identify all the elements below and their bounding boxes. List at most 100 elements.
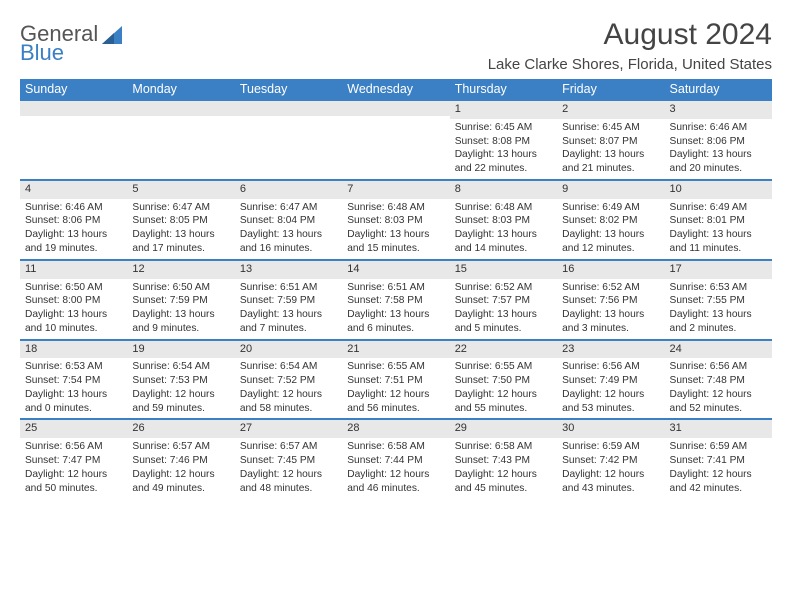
- day-details: Sunrise: 6:47 AMSunset: 8:05 PMDaylight:…: [127, 199, 234, 259]
- calendar-day-cell: 25Sunrise: 6:56 AMSunset: 7:47 PMDayligh…: [20, 418, 127, 498]
- calendar-day-cell: 26Sunrise: 6:57 AMSunset: 7:46 PMDayligh…: [127, 418, 234, 498]
- calendar-day-cell: 11Sunrise: 6:50 AMSunset: 8:00 PMDayligh…: [20, 259, 127, 339]
- day-number: 3: [665, 99, 772, 119]
- calendar-day-cell: 28Sunrise: 6:58 AMSunset: 7:44 PMDayligh…: [342, 418, 449, 498]
- day-details: Sunrise: 6:58 AMSunset: 7:44 PMDaylight:…: [342, 438, 449, 498]
- day-number: 31: [665, 418, 772, 438]
- calendar-day-cell: 29Sunrise: 6:58 AMSunset: 7:43 PMDayligh…: [450, 418, 557, 498]
- calendar-day-cell: 19Sunrise: 6:54 AMSunset: 7:53 PMDayligh…: [127, 339, 234, 419]
- calendar-day-cell: 1Sunrise: 6:45 AMSunset: 8:08 PMDaylight…: [450, 99, 557, 179]
- day-number: 4: [20, 179, 127, 199]
- calendar-day-cell: 16Sunrise: 6:52 AMSunset: 7:56 PMDayligh…: [557, 259, 664, 339]
- day-number: 14: [342, 259, 449, 279]
- calendar-day-cell: 12Sunrise: 6:50 AMSunset: 7:59 PMDayligh…: [127, 259, 234, 339]
- day-details: Sunrise: 6:51 AMSunset: 7:59 PMDaylight:…: [235, 279, 342, 339]
- day-details: Sunrise: 6:54 AMSunset: 7:53 PMDaylight:…: [127, 358, 234, 418]
- day-number: 23: [557, 339, 664, 359]
- day-number: 25: [20, 418, 127, 438]
- day-details: Sunrise: 6:50 AMSunset: 8:00 PMDaylight:…: [20, 279, 127, 339]
- location-subtitle: Lake Clarke Shores, Florida, United Stat…: [488, 56, 772, 73]
- day-details: Sunrise: 6:48 AMSunset: 8:03 PMDaylight:…: [342, 199, 449, 259]
- day-details: Sunrise: 6:49 AMSunset: 8:02 PMDaylight:…: [557, 199, 664, 259]
- day-details: Sunrise: 6:57 AMSunset: 7:45 PMDaylight:…: [235, 438, 342, 498]
- day-details: Sunrise: 6:48 AMSunset: 8:03 PMDaylight:…: [450, 199, 557, 259]
- day-number: 17: [665, 259, 772, 279]
- day-number: 27: [235, 418, 342, 438]
- weekday-header: Friday: [557, 79, 664, 99]
- day-number: 6: [235, 179, 342, 199]
- day-number: 5: [127, 179, 234, 199]
- day-details: Sunrise: 6:50 AMSunset: 7:59 PMDaylight:…: [127, 279, 234, 339]
- weekday-header: Tuesday: [235, 79, 342, 99]
- day-number: 10: [665, 179, 772, 199]
- day-number: 8: [450, 179, 557, 199]
- day-details: Sunrise: 6:45 AMSunset: 8:07 PMDaylight:…: [557, 119, 664, 179]
- logo-line2: Blue: [20, 43, 98, 64]
- day-details: Sunrise: 6:46 AMSunset: 8:06 PMDaylight:…: [20, 199, 127, 259]
- calendar-day-cell: 3Sunrise: 6:46 AMSunset: 8:06 PMDaylight…: [665, 99, 772, 179]
- day-details: Sunrise: 6:59 AMSunset: 7:42 PMDaylight:…: [557, 438, 664, 498]
- day-number: 2: [557, 99, 664, 119]
- day-number: 12: [127, 259, 234, 279]
- day-details: Sunrise: 6:45 AMSunset: 8:08 PMDaylight:…: [450, 119, 557, 179]
- empty-day-header: [127, 99, 234, 116]
- calendar-day-cell: 9Sunrise: 6:49 AMSunset: 8:02 PMDaylight…: [557, 179, 664, 259]
- day-details: Sunrise: 6:54 AMSunset: 7:52 PMDaylight:…: [235, 358, 342, 418]
- calendar-day-cell: 30Sunrise: 6:59 AMSunset: 7:42 PMDayligh…: [557, 418, 664, 498]
- calendar-day-cell: 24Sunrise: 6:56 AMSunset: 7:48 PMDayligh…: [665, 339, 772, 419]
- day-details: Sunrise: 6:56 AMSunset: 7:48 PMDaylight:…: [665, 358, 772, 418]
- calendar-day-cell: 23Sunrise: 6:56 AMSunset: 7:49 PMDayligh…: [557, 339, 664, 419]
- calendar-week-row: 11Sunrise: 6:50 AMSunset: 8:00 PMDayligh…: [20, 259, 772, 339]
- day-details: Sunrise: 6:57 AMSunset: 7:46 PMDaylight:…: [127, 438, 234, 498]
- empty-day-header: [20, 99, 127, 116]
- day-details: Sunrise: 6:55 AMSunset: 7:51 PMDaylight:…: [342, 358, 449, 418]
- weekday-header: Wednesday: [342, 79, 449, 99]
- day-number: 16: [557, 259, 664, 279]
- day-number: 24: [665, 339, 772, 359]
- day-number: 29: [450, 418, 557, 438]
- day-details: Sunrise: 6:53 AMSunset: 7:55 PMDaylight:…: [665, 279, 772, 339]
- day-number: 11: [20, 259, 127, 279]
- calendar-day-cell: 5Sunrise: 6:47 AMSunset: 8:05 PMDaylight…: [127, 179, 234, 259]
- empty-day-header: [342, 99, 449, 116]
- day-details: Sunrise: 6:53 AMSunset: 7:54 PMDaylight:…: [20, 358, 127, 418]
- calendar-day-cell: 7Sunrise: 6:48 AMSunset: 8:03 PMDaylight…: [342, 179, 449, 259]
- calendar-week-row: 1Sunrise: 6:45 AMSunset: 8:08 PMDaylight…: [20, 99, 772, 179]
- day-details: Sunrise: 6:58 AMSunset: 7:43 PMDaylight:…: [450, 438, 557, 498]
- calendar-week-row: 4Sunrise: 6:46 AMSunset: 8:06 PMDaylight…: [20, 179, 772, 259]
- calendar-day-cell: 18Sunrise: 6:53 AMSunset: 7:54 PMDayligh…: [20, 339, 127, 419]
- calendar-day-cell: 17Sunrise: 6:53 AMSunset: 7:55 PMDayligh…: [665, 259, 772, 339]
- day-details: Sunrise: 6:56 AMSunset: 7:47 PMDaylight:…: [20, 438, 127, 498]
- day-number: 18: [20, 339, 127, 359]
- calendar-day-cell: 6Sunrise: 6:47 AMSunset: 8:04 PMDaylight…: [235, 179, 342, 259]
- month-title: August 2024: [488, 18, 772, 52]
- empty-day-header: [235, 99, 342, 116]
- day-number: 7: [342, 179, 449, 199]
- weekday-header: Saturday: [665, 79, 772, 99]
- day-number: 13: [235, 259, 342, 279]
- calendar-day-cell: 2Sunrise: 6:45 AMSunset: 8:07 PMDaylight…: [557, 99, 664, 179]
- day-details: Sunrise: 6:55 AMSunset: 7:50 PMDaylight:…: [450, 358, 557, 418]
- day-details: Sunrise: 6:52 AMSunset: 7:56 PMDaylight:…: [557, 279, 664, 339]
- day-details: Sunrise: 6:56 AMSunset: 7:49 PMDaylight:…: [557, 358, 664, 418]
- day-number: 21: [342, 339, 449, 359]
- day-number: 30: [557, 418, 664, 438]
- day-number: 28: [342, 418, 449, 438]
- calendar-day-cell: 4Sunrise: 6:46 AMSunset: 8:06 PMDaylight…: [20, 179, 127, 259]
- calendar-empty-cell: [235, 99, 342, 179]
- weekday-header: Thursday: [450, 79, 557, 99]
- day-details: Sunrise: 6:46 AMSunset: 8:06 PMDaylight:…: [665, 119, 772, 179]
- day-number: 9: [557, 179, 664, 199]
- day-number: 20: [235, 339, 342, 359]
- calendar-day-cell: 8Sunrise: 6:48 AMSunset: 8:03 PMDaylight…: [450, 179, 557, 259]
- calendar-day-cell: 27Sunrise: 6:57 AMSunset: 7:45 PMDayligh…: [235, 418, 342, 498]
- day-details: Sunrise: 6:59 AMSunset: 7:41 PMDaylight:…: [665, 438, 772, 498]
- calendar-day-cell: 14Sunrise: 6:51 AMSunset: 7:58 PMDayligh…: [342, 259, 449, 339]
- calendar-table: SundayMondayTuesdayWednesdayThursdayFrid…: [20, 79, 772, 498]
- calendar-week-row: 18Sunrise: 6:53 AMSunset: 7:54 PMDayligh…: [20, 339, 772, 419]
- day-details: Sunrise: 6:51 AMSunset: 7:58 PMDaylight:…: [342, 279, 449, 339]
- logo-sail-icon: [102, 26, 126, 46]
- day-details: Sunrise: 6:52 AMSunset: 7:57 PMDaylight:…: [450, 279, 557, 339]
- calendar-day-cell: 13Sunrise: 6:51 AMSunset: 7:59 PMDayligh…: [235, 259, 342, 339]
- calendar-day-cell: 15Sunrise: 6:52 AMSunset: 7:57 PMDayligh…: [450, 259, 557, 339]
